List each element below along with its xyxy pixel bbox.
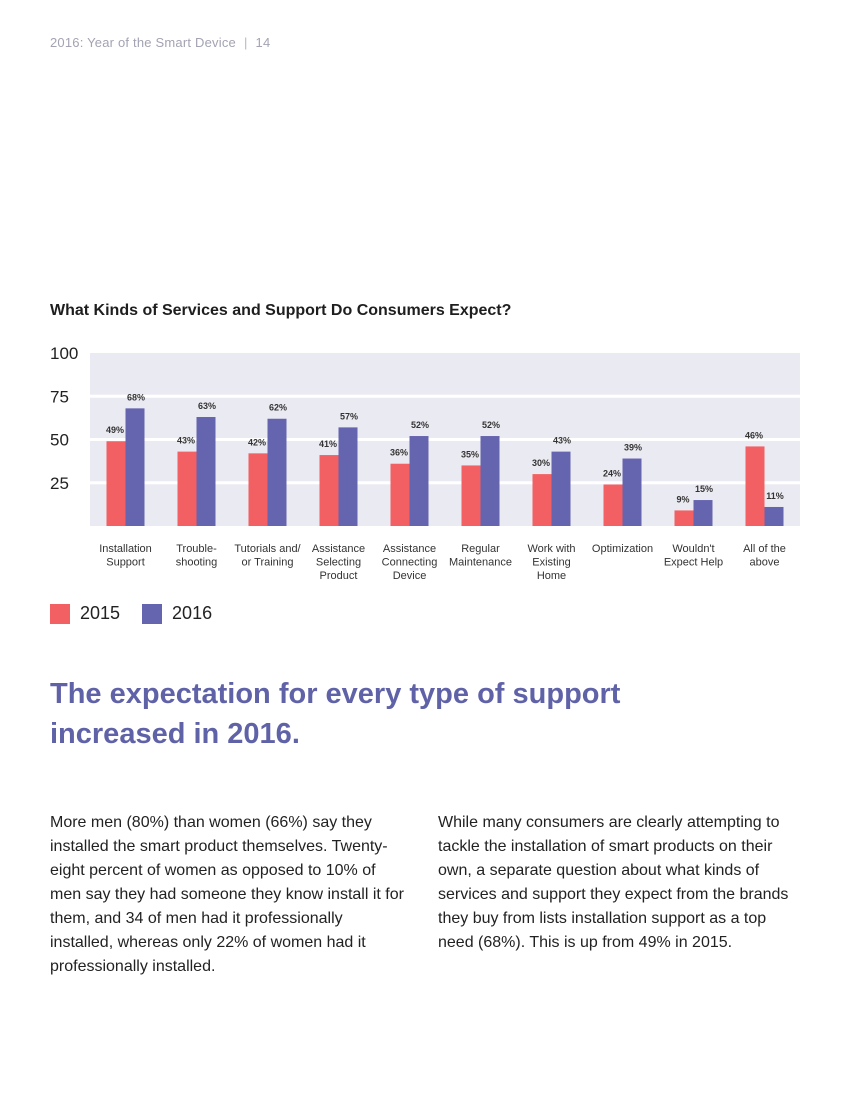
bar-2016 [338,427,358,526]
chart-title: What Kinds of Services and Support Do Co… [50,302,512,319]
x-tick-label: Trouble-shooting [176,543,218,569]
x-tick-line: Expect Help [664,557,723,569]
legend-item-2016: 2016 [142,603,212,624]
document-title: 2016: Year of the Smart Device [50,35,236,50]
data-label-2016: 39% [624,443,642,453]
x-tick-line: Tutorials and/ [234,543,301,555]
data-label-2016: 43% [553,436,571,446]
x-tick-label: Regular Maintenance [449,543,512,569]
data-label-2015: 30% [532,458,550,468]
bar-2015 [674,510,694,526]
legend-label-2016: 2016 [172,603,213,623]
bar-2015 [319,455,339,526]
bar-2015 [745,446,765,526]
x-tick-label: Wouldn't Expect Help [664,543,723,569]
bar-2016 [267,418,287,526]
bar-chart: 25 50 75 100 49% 68% Installation Support 43% 63%… [50,344,800,582]
x-tick-line: Wouldn't [672,543,714,555]
page-number: 14 [255,35,271,50]
data-label-2015: 46% [745,430,763,440]
bar-2015 [603,484,623,526]
bar-2016 [551,451,571,526]
x-tick-label: Assistance Selecting Product [312,543,365,582]
x-tick-line: Device [393,570,427,582]
bar-2016 [764,506,784,526]
data-label-2016: 68% [127,392,145,402]
data-label-2016: 63% [198,401,216,411]
body-paragraph-right: While many consumers are clearly attempt… [438,814,789,951]
x-tick-line: Selecting [316,557,361,569]
y-tick-label: 100 [50,344,78,363]
data-label-2016: 52% [411,420,429,430]
x-tick-label: Installation Support [99,543,152,569]
body-paragraph-left: More men (80%) than women (66%) say they… [50,814,404,975]
x-tick-line: Home [537,570,566,582]
bar-2015 [248,453,268,526]
x-tick-line: above [750,557,780,569]
x-tick-line: Support [106,557,145,569]
data-label-2015: 36% [390,448,408,458]
x-tick-line: Maintenance [449,557,512,569]
legend-swatch-2016 [142,603,163,624]
x-tick-line: Trouble- [176,543,217,555]
bar-2015 [461,465,481,526]
header-separator: | [243,35,248,50]
x-tick-line: Connecting [382,557,438,569]
x-tick-line: All of the [743,543,786,555]
chart-legend: 2015 2016 [50,603,234,624]
x-tick-line: Existing [532,557,571,569]
bar-2015 [390,463,410,526]
x-tick-line: Assistance [312,543,365,555]
legend-label-2015: 2015 [80,603,121,623]
bar-2016 [196,417,216,526]
data-label-2016: 15% [695,484,713,494]
y-tick-label: 25 [50,474,69,493]
data-label-2016: 57% [340,411,358,421]
bar-2016 [693,500,713,526]
legend-item-2015: 2015 [50,603,120,624]
x-tick-label: Assistance Connecting Device [382,543,438,582]
x-tick-line: Product [320,570,358,582]
x-tick-line: Installation [99,543,152,555]
data-label-2015: 41% [319,439,337,449]
y-tick-label: 75 [50,387,69,406]
x-tick-line: Regular [461,543,500,555]
data-label-2015: 42% [248,437,266,447]
data-label-2015: 35% [461,449,479,459]
data-label-2015: 9% [676,494,689,504]
data-label-2015: 24% [603,468,621,478]
x-tick-line: shooting [176,557,218,569]
section-headline: The expectation for every type of suppor… [50,678,621,750]
data-label-2016: 11% [766,491,784,501]
page-header: 2016: Year of the Smart Device | 14 [50,35,270,50]
x-tick-label: Optimization [592,543,653,555]
bar-2016 [409,436,429,526]
x-tick-line: Assistance [383,543,436,555]
bar-2016 [125,408,145,526]
data-label-2015: 43% [177,436,195,446]
x-tick-line: Work with [527,543,575,555]
x-tick-label: Work with Existing Home [527,543,575,582]
bar-2015 [532,474,552,526]
data-label-2016: 62% [269,403,287,413]
data-label-2016: 52% [482,420,500,430]
bar-2016 [480,436,500,526]
data-label-2015: 49% [106,425,124,435]
x-tick-label: Tutorials and/or Training [234,543,301,569]
legend-swatch-2015 [50,603,70,624]
bar-2016 [622,458,642,526]
y-tick-label: 50 [50,431,69,450]
x-tick-line: Optimization [592,543,653,555]
bar-2015 [177,451,197,526]
bar-2015 [106,441,126,526]
x-tick-line: or Training [242,557,294,569]
x-tick-label: All of the above [743,543,786,569]
